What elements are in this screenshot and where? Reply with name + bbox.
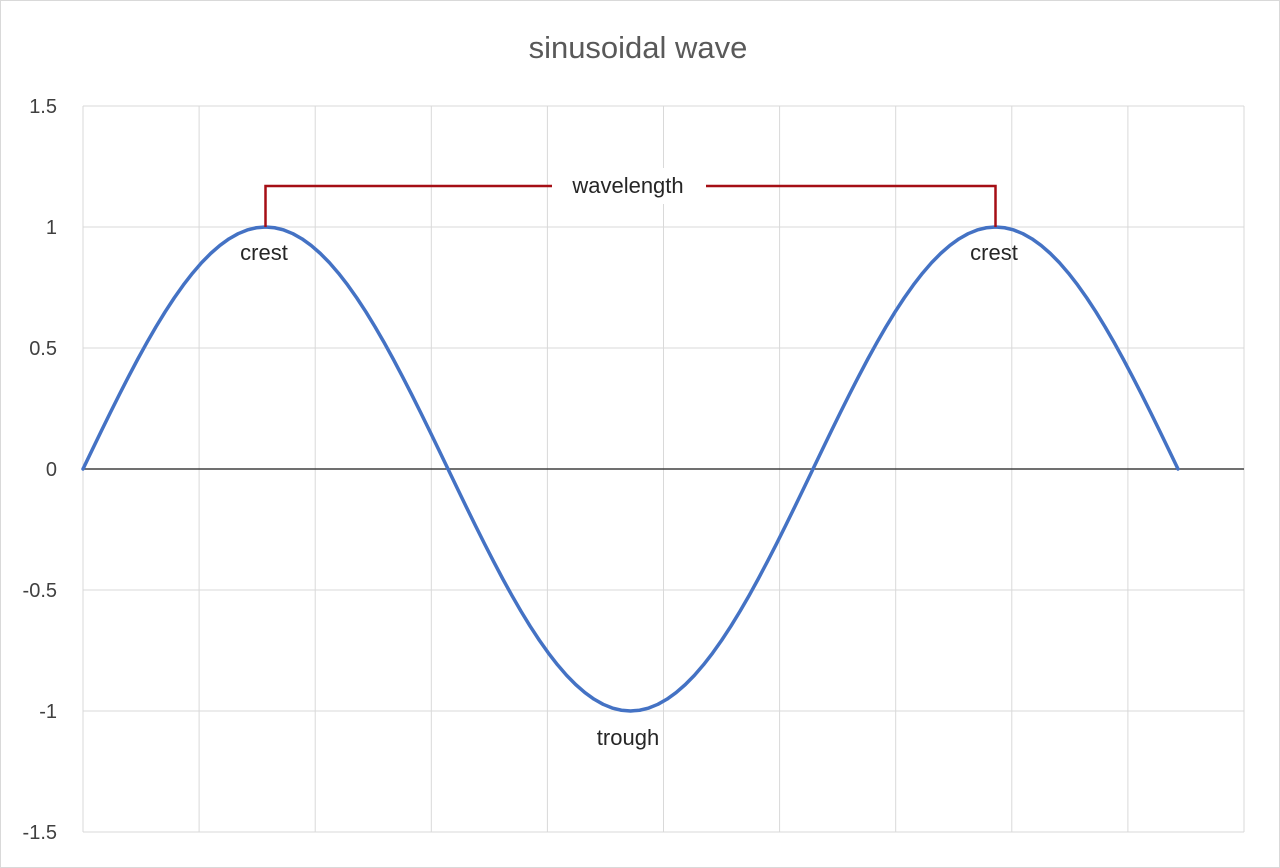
y-tick-label: -1.5 bbox=[23, 822, 57, 844]
y-tick-labels: 1.5 1 0.5 0 -0.5 -1 -1.5 bbox=[23, 96, 57, 844]
chart-title: sinusoidal wave bbox=[529, 30, 748, 65]
y-tick-label: -1 bbox=[39, 701, 57, 723]
y-tick-label: -0.5 bbox=[23, 580, 57, 602]
y-tick-label: 0 bbox=[46, 459, 57, 481]
wavelength-label-background bbox=[552, 168, 706, 204]
crest-label-right: crest bbox=[970, 240, 1018, 265]
y-tick-label: 1 bbox=[46, 217, 57, 239]
y-tick-label: 1.5 bbox=[29, 96, 57, 118]
crest-label-left: crest bbox=[240, 240, 288, 265]
y-tick-label: 0.5 bbox=[29, 338, 57, 360]
trough-label: trough bbox=[597, 725, 659, 750]
wavelength-label: wavelength bbox=[571, 173, 683, 198]
